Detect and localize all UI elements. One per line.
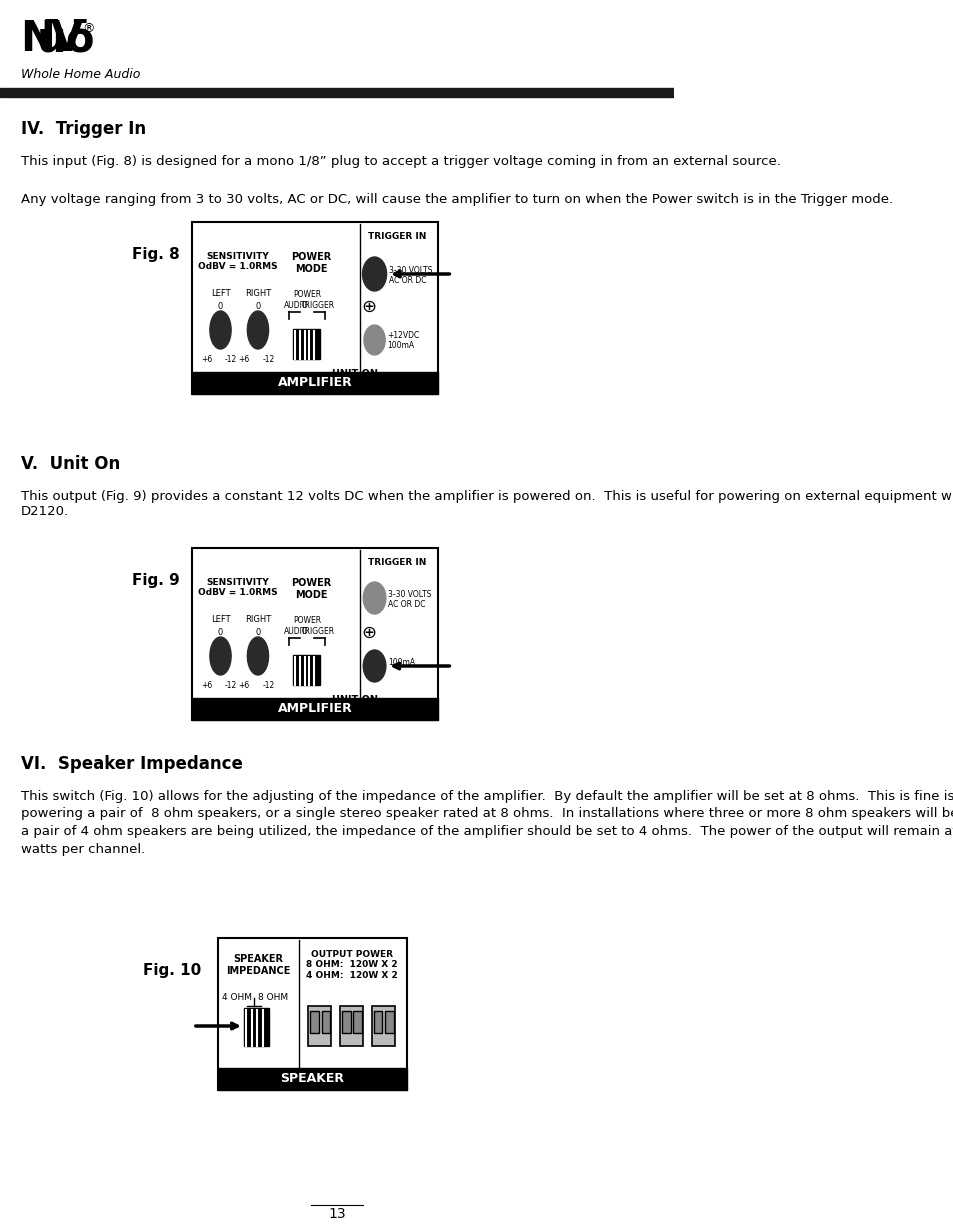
Text: ⊕: ⊕ xyxy=(361,625,376,642)
Ellipse shape xyxy=(210,637,231,675)
Text: 13: 13 xyxy=(328,1207,346,1221)
Text: SENSITIVITY
OdBV = 1.0RMS: SENSITIVITY OdBV = 1.0RMS xyxy=(198,578,277,598)
Text: TRIGGER: TRIGGER xyxy=(300,627,335,636)
Text: -12: -12 xyxy=(262,681,274,690)
Bar xyxy=(217,937,407,1090)
Text: ⊕: ⊕ xyxy=(361,298,376,317)
Bar xyxy=(308,1006,331,1045)
Bar xyxy=(353,1011,361,1033)
Text: AUDIO: AUDIO xyxy=(283,627,308,636)
Text: Fig. 10: Fig. 10 xyxy=(143,963,201,978)
Ellipse shape xyxy=(247,310,269,348)
Text: RIGHT: RIGHT xyxy=(245,290,271,298)
Text: POWER
MODE: POWER MODE xyxy=(291,578,331,600)
Bar xyxy=(193,222,437,394)
Bar xyxy=(193,698,437,720)
Text: 0: 0 xyxy=(217,302,223,310)
Text: LEFT: LEFT xyxy=(211,290,230,298)
Text: POWER: POWER xyxy=(294,616,321,625)
Circle shape xyxy=(363,582,385,614)
Text: +6: +6 xyxy=(238,681,249,690)
Bar xyxy=(310,1011,318,1033)
Text: Fig. 8: Fig. 8 xyxy=(132,247,180,263)
Ellipse shape xyxy=(210,310,231,348)
Text: POWER: POWER xyxy=(294,290,321,299)
Ellipse shape xyxy=(247,637,269,675)
Text: IV.  Trigger In: IV. Trigger In xyxy=(21,120,146,137)
Text: 3-30 VOLTS
AC OR DC: 3-30 VOLTS AC OR DC xyxy=(388,266,432,286)
Bar xyxy=(385,1011,394,1033)
Text: SPEAKER
IMPEDANCE: SPEAKER IMPEDANCE xyxy=(226,955,290,975)
Text: -12: -12 xyxy=(262,355,274,364)
Text: OUTPUT POWER
8 OHM:  120W X 2
4 OHM:  120W X 2: OUTPUT POWER 8 OHM: 120W X 2 4 OHM: 120W… xyxy=(306,950,397,980)
Bar xyxy=(217,1067,407,1090)
Text: RIGHT: RIGHT xyxy=(245,615,271,625)
Text: 3-30 VOLTS
AC OR DC: 3-30 VOLTS AC OR DC xyxy=(388,590,431,610)
Text: -12: -12 xyxy=(225,355,237,364)
Text: SPEAKER: SPEAKER xyxy=(280,1072,344,1086)
Text: TRIGGER: TRIGGER xyxy=(300,301,335,310)
Circle shape xyxy=(363,650,385,682)
Bar xyxy=(244,1009,269,1045)
Bar xyxy=(0,88,674,97)
Text: 100mA: 100mA xyxy=(388,658,415,667)
Text: AUDIO: AUDIO xyxy=(283,301,308,310)
Text: POWER
MODE: POWER MODE xyxy=(291,252,331,274)
Text: ū: ū xyxy=(37,18,67,60)
Text: 4 OHM: 4 OHM xyxy=(222,993,253,1002)
Text: SENSITIVITY
OdBV = 1.0RMS: SENSITIVITY OdBV = 1.0RMS xyxy=(198,252,277,271)
Text: UNIT ON: UNIT ON xyxy=(332,369,377,379)
Bar xyxy=(321,1011,330,1033)
Text: 8 OHM: 8 OHM xyxy=(257,993,288,1002)
Bar xyxy=(193,372,437,394)
Text: ®: ® xyxy=(83,22,95,36)
Text: -12: -12 xyxy=(225,681,237,690)
Text: 0: 0 xyxy=(217,628,223,637)
Text: This input (Fig. 8) is designed for a mono 1/8” plug to accept a trigger voltage: This input (Fig. 8) is designed for a mo… xyxy=(21,155,781,168)
Bar xyxy=(342,1011,350,1033)
Circle shape xyxy=(364,325,385,355)
Text: +6: +6 xyxy=(238,355,249,364)
Text: 0: 0 xyxy=(255,302,260,310)
Text: ō: ō xyxy=(65,18,93,60)
Text: V: V xyxy=(51,18,83,60)
Text: +6: +6 xyxy=(200,681,212,690)
Text: +6: +6 xyxy=(200,355,212,364)
Text: 0: 0 xyxy=(255,628,260,637)
Bar xyxy=(372,1006,395,1045)
Text: UNIT ON: UNIT ON xyxy=(332,694,377,706)
Circle shape xyxy=(362,256,386,291)
Text: This output (Fig. 9) provides a constant 12 volts DC when the amplifier is power: This output (Fig. 9) provides a constant… xyxy=(21,490,953,518)
Text: LEFT: LEFT xyxy=(211,615,230,625)
Text: Whole Home Audio: Whole Home Audio xyxy=(21,67,140,81)
Text: N: N xyxy=(20,18,54,60)
Bar xyxy=(339,1006,363,1045)
Text: TRIGGER IN: TRIGGER IN xyxy=(368,232,426,240)
Bar xyxy=(293,655,320,685)
Bar xyxy=(193,548,437,720)
Text: AMPLIFIER: AMPLIFIER xyxy=(277,377,353,389)
Text: VI.  Speaker Impedance: VI. Speaker Impedance xyxy=(21,755,243,773)
Bar xyxy=(293,329,320,360)
Text: This switch (Fig. 10) allows for the adjusting of the impedance of the amplifier: This switch (Fig. 10) allows for the adj… xyxy=(21,790,953,855)
Text: +12VDC
100mA: +12VDC 100mA xyxy=(387,331,419,351)
Bar xyxy=(374,1011,382,1033)
Text: TRIGGER IN: TRIGGER IN xyxy=(368,558,426,567)
Text: Any voltage ranging from 3 to 30 volts, AC or DC, will cause the amplifier to tu: Any voltage ranging from 3 to 30 volts, … xyxy=(21,193,892,206)
Text: AMPLIFIER: AMPLIFIER xyxy=(277,703,353,715)
Text: Fig. 9: Fig. 9 xyxy=(132,573,180,588)
Text: V.  Unit On: V. Unit On xyxy=(21,455,120,472)
